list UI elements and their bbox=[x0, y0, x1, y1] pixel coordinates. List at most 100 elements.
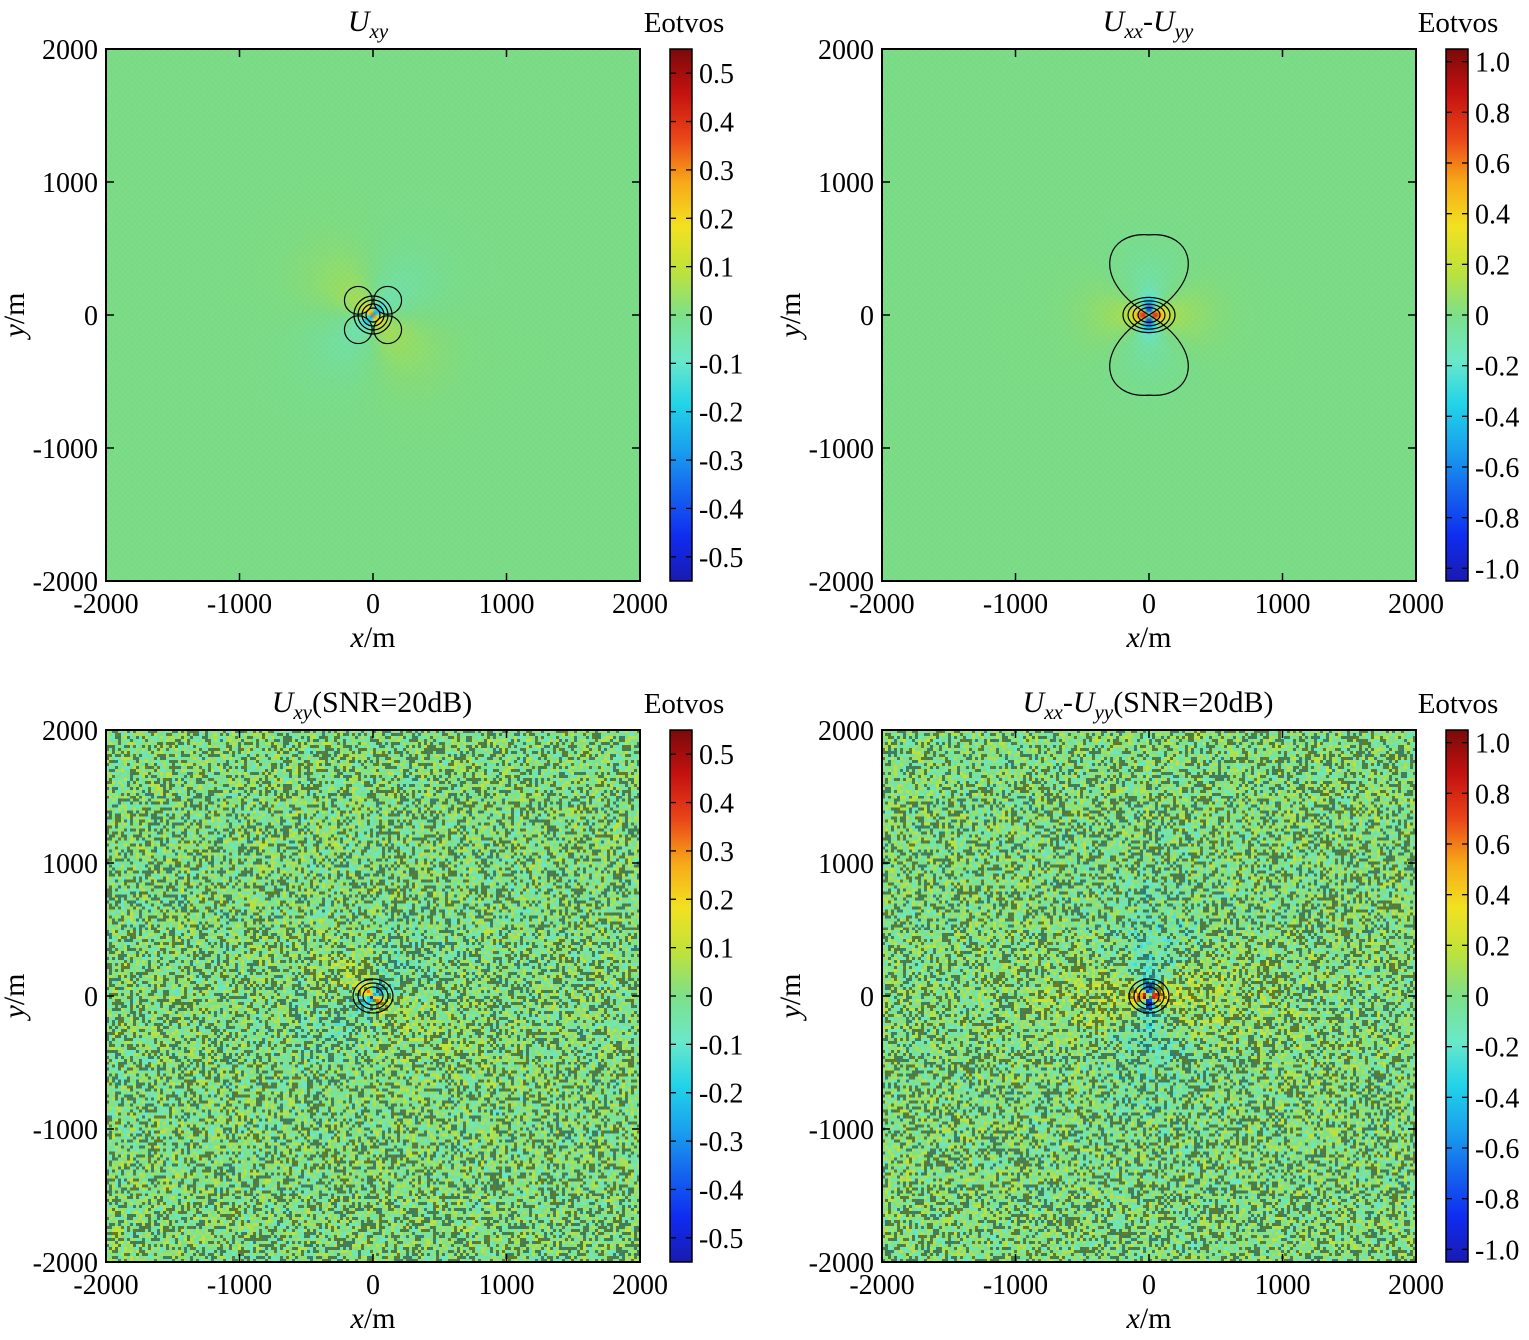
x-axis-label: x/m bbox=[350, 1302, 396, 1335]
y-tick-label: 2000 bbox=[42, 716, 98, 747]
colorbar-tick-label: 1.0 bbox=[1475, 48, 1510, 79]
contours-uxx_uyy bbox=[1109, 234, 1189, 396]
y-tick-label: 0 bbox=[860, 301, 874, 332]
y-axis-label-unit: /m bbox=[774, 293, 807, 325]
y-tick-label: -1000 bbox=[809, 434, 874, 465]
colorbar-tick-label: 0.6 bbox=[1475, 149, 1510, 180]
colorbar-tick-label: -0.8 bbox=[1475, 504, 1519, 535]
y-axis-label-var: y bbox=[0, 324, 31, 341]
heatmap-uxy bbox=[106, 49, 640, 581]
x-tick-label: 1000 bbox=[479, 589, 535, 620]
y-tick-label: -1000 bbox=[33, 434, 98, 465]
colorbar-tick-label: 0.3 bbox=[699, 156, 734, 187]
title-mid-var: U bbox=[1073, 686, 1097, 719]
x-tick-label: -1000 bbox=[207, 1270, 272, 1301]
colorbar-tick-label: -0.6 bbox=[1475, 1134, 1519, 1165]
title-sub2: yy bbox=[1093, 700, 1114, 724]
colorbar-tick-label: 0.3 bbox=[699, 837, 734, 868]
title-sub: xy bbox=[292, 700, 312, 724]
y-axis-label-var: y bbox=[774, 324, 807, 341]
title-base: U bbox=[348, 5, 372, 38]
y-tick-label: 1000 bbox=[42, 168, 98, 199]
colorbar-tick-label: 0 bbox=[1475, 982, 1489, 1013]
colorbar-tick-label: 0.8 bbox=[1475, 98, 1510, 129]
contour-ring bbox=[357, 982, 389, 1010]
y-tick-label: -2000 bbox=[809, 1248, 874, 1279]
x-tick-label: -2000 bbox=[73, 1270, 138, 1301]
contour-ring bbox=[1127, 300, 1171, 330]
y-tick-label: 0 bbox=[860, 982, 874, 1013]
colorbar-tick-label: 0.5 bbox=[699, 740, 734, 771]
contour-ring bbox=[365, 307, 381, 323]
colorbar-tick-label: -0.4 bbox=[1475, 402, 1519, 433]
contour-ring bbox=[352, 978, 394, 1014]
y-axis-label-unit: /m bbox=[0, 293, 31, 325]
colorbar-tick-label: 0.2 bbox=[699, 885, 734, 916]
contour-ring bbox=[1132, 303, 1166, 327]
colorbar-tick-label: -0.4 bbox=[1475, 1083, 1519, 1114]
colorbar-tick-label: 0 bbox=[699, 301, 713, 332]
chart-title: Uxy bbox=[348, 5, 389, 43]
contours-uxy bbox=[343, 285, 403, 345]
colorbar-tick-label: -0.4 bbox=[699, 1175, 743, 1206]
x-tick-label: 2000 bbox=[612, 1270, 668, 1301]
title-base: U bbox=[272, 686, 296, 719]
colorbar-tick-label: 0.4 bbox=[1475, 200, 1510, 231]
y-tick-label: 0 bbox=[84, 301, 98, 332]
x-tick-label: -2000 bbox=[849, 589, 914, 620]
x-tick-label: 0 bbox=[1142, 589, 1156, 620]
colorbar-tick-label: 0 bbox=[1475, 301, 1489, 332]
colorbar-tick-label: 0.2 bbox=[1475, 931, 1510, 962]
y-tick-label: 1000 bbox=[818, 849, 874, 880]
x-tick-label: 2000 bbox=[1388, 589, 1444, 620]
x-axis-label-unit: /m bbox=[1140, 621, 1172, 654]
contour-ring bbox=[362, 986, 384, 1006]
contour-ring bbox=[1138, 986, 1160, 1006]
panel-uxx_uyy: -2000 -1000 0 1000 2000200010000-1000-2000x/… bbox=[774, 5, 1519, 654]
colorbar-tick-label: -0.2 bbox=[1475, 352, 1519, 383]
contour-lobe-north bbox=[1109, 234, 1189, 316]
panel-uxy: -2000 -1000 0 1000 2000200010000-1000-2000x/… bbox=[0, 5, 743, 654]
colorbar-tick-label: -0.1 bbox=[699, 1030, 743, 1061]
title-sub: xy bbox=[369, 19, 389, 43]
y-axis-label: y/m bbox=[0, 974, 31, 1022]
colorbar-tick-label: -0.4 bbox=[699, 494, 743, 525]
y-tick-label: 1000 bbox=[818, 168, 874, 199]
y-tick-label: -2000 bbox=[33, 1248, 98, 1279]
y-axis-label-unit: /m bbox=[774, 974, 807, 1006]
title-base: U bbox=[1103, 5, 1127, 38]
y-tick-label: -1000 bbox=[33, 1115, 98, 1146]
panel-uxx_uyy_noisy: -2000 -1000 0 1000 2000200010000-1000-2000x/… bbox=[774, 686, 1519, 1335]
y-tick-label: 0 bbox=[84, 982, 98, 1013]
y-tick-label: 2000 bbox=[818, 35, 874, 66]
colorbar-tick-label: 0.4 bbox=[1475, 881, 1510, 912]
colorbar-unit-label: Eotvos bbox=[644, 688, 725, 720]
title-tail: (SNR=20dB) bbox=[1113, 686, 1273, 719]
colorbar-tick-label: 0.1 bbox=[699, 934, 734, 965]
contour-ring bbox=[1137, 307, 1161, 324]
contour-lobe-south bbox=[1109, 314, 1189, 396]
contour-ring bbox=[1128, 978, 1170, 1014]
chart-title: Uxx-Uyy bbox=[1103, 5, 1194, 43]
y-axis-label: y/m bbox=[774, 293, 807, 341]
colorbar-tick-label: -0.3 bbox=[699, 446, 743, 477]
colorbar-tick-label: 1.0 bbox=[1475, 729, 1510, 760]
y-axis-label: y/m bbox=[774, 974, 807, 1022]
colorbar-tick-label: -0.6 bbox=[1475, 453, 1519, 484]
contours-uxy_noisy bbox=[352, 978, 394, 1014]
contour-ring bbox=[1133, 982, 1165, 1010]
y-axis-label-var: y bbox=[0, 1005, 31, 1022]
title-sub2: yy bbox=[1173, 19, 1194, 43]
x-tick-label: -1000 bbox=[207, 589, 272, 620]
x-tick-label: 0 bbox=[366, 1270, 380, 1301]
colorbar-tick-label: -0.2 bbox=[699, 1079, 743, 1110]
colorbar-unit-label: Eotvos bbox=[1418, 688, 1499, 720]
x-tick-label: -2000 bbox=[73, 589, 138, 620]
colorbar-tick-label: 0.2 bbox=[1475, 250, 1510, 281]
y-axis-label-unit: /m bbox=[0, 974, 31, 1006]
colorbar-tick-label: -1.0 bbox=[1475, 1235, 1519, 1266]
title-sub: xx bbox=[1123, 19, 1143, 43]
colorbar-tick-label: -0.8 bbox=[1475, 1185, 1519, 1216]
x-axis-label: x/m bbox=[350, 621, 396, 654]
